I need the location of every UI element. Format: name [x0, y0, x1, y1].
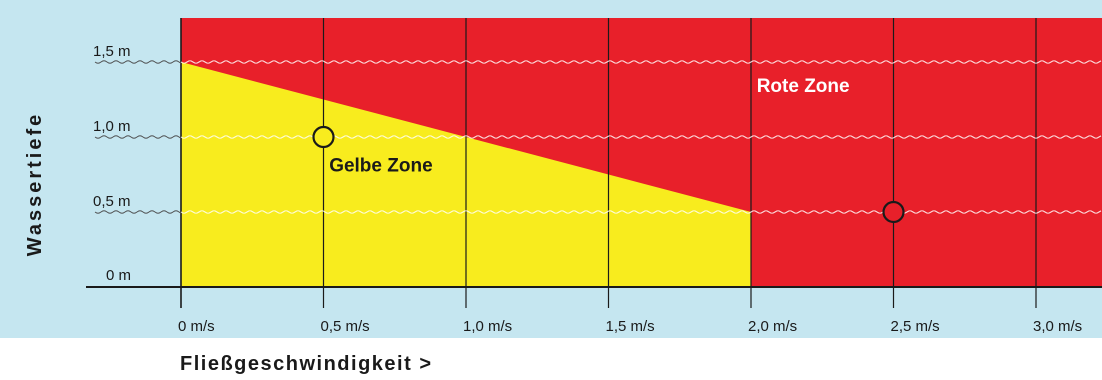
x-axis-label: Fließgeschwindigkeit > — [180, 353, 433, 375]
y-tick-label: 0,5 m — [93, 193, 131, 210]
x-tick-labels: 0 m/s 0,5 m/s 1,0 m/s 1,5 m/s 2,0 m/s 2,5 m/s… — [178, 318, 1082, 335]
zone-labels: Gelbe Zone Rote Zone — [329, 76, 849, 177]
y-gridline — [94, 210, 182, 214]
data-points — [312, 125, 905, 224]
y-gridline — [94, 60, 182, 64]
y-axis-label: Wassertiefe — [24, 112, 46, 257]
zone-label: Gelbe Zone — [329, 156, 432, 177]
x-tick-label: 1,0 m/s — [463, 318, 512, 335]
y-gridline — [94, 135, 182, 139]
data-point — [882, 200, 905, 224]
x-tick-label: 1,5 m/s — [606, 318, 655, 335]
y-gridline — [180, 210, 1102, 214]
x-tick-label: 2,0 m/s — [748, 318, 797, 335]
data-point — [312, 125, 335, 149]
y-tick-label: 0 m — [106, 267, 131, 284]
y-tick-label: 1,5 m — [93, 43, 131, 60]
zones — [181, 18, 1102, 287]
x-tick-label: 0,5 m/s — [321, 318, 370, 335]
xlabel-band — [0, 338, 1102, 380]
x-tick-label: 3,0 m/s — [1033, 318, 1082, 335]
y-gridline — [180, 60, 1102, 64]
x-tick-label: 0 m/s — [178, 318, 215, 335]
y-tick-label: 1,0 m — [93, 118, 131, 135]
y-tick-labels: 0 m 0,5 m 1,0 m 1,5 m — [93, 43, 131, 284]
x-tick-label: 2,5 m/s — [891, 318, 940, 335]
zone-label: Rote Zone — [757, 76, 850, 97]
